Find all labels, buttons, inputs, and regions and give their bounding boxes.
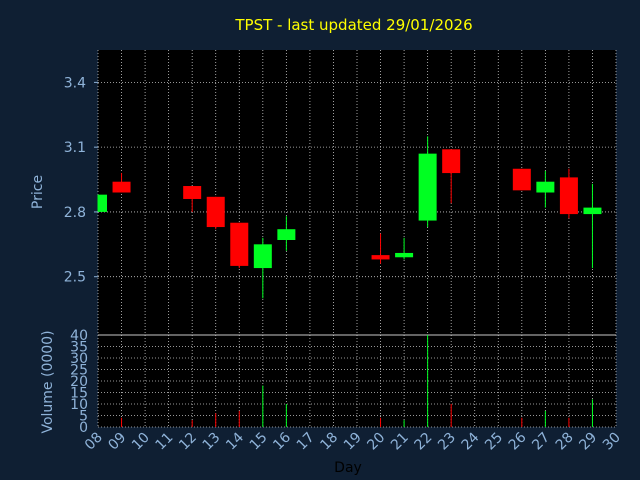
day-tick-label: 17	[294, 430, 318, 454]
day-tick-label: 15	[247, 430, 271, 454]
candlesticks	[97, 136, 602, 299]
day-tick-label: 29	[576, 430, 600, 454]
day-tick-label: 19	[341, 430, 365, 454]
candle-body	[442, 149, 461, 174]
day-tick-label: 10	[129, 430, 153, 454]
day-tick-label: 18	[317, 430, 341, 454]
day-tick-label: 25	[482, 430, 506, 454]
price-tick-label: 3.4	[64, 75, 86, 91]
candle-body	[112, 181, 131, 193]
day-axis-ticks: 08 09 10 11 12 13 14 15 16 17 18 19 20 21 22 23 24 25 26 27…	[82, 429, 624, 453]
day-tick-label: 14	[223, 429, 247, 453]
candle-body	[583, 207, 602, 215]
price-tick-label: 2.8	[64, 205, 86, 221]
day-tick-label: 16	[270, 429, 294, 453]
volume-tick-label: 0	[79, 420, 88, 436]
day-tick-label: 22	[412, 430, 436, 454]
volume-bars	[121, 335, 593, 427]
candle-body	[183, 186, 202, 199]
price-axis-ticks: 3.4 3.1 2.8 2.5	[64, 75, 98, 286]
candle-body	[230, 222, 249, 266]
volume-tick-label: 40	[70, 328, 88, 344]
candle-body	[98, 194, 107, 212]
day-tick-label: 21	[388, 430, 412, 454]
day-tick-label: 13	[200, 430, 224, 454]
volume-tick-label: 30	[70, 351, 88, 367]
volume-tick-label: 35	[70, 340, 88, 356]
day-tick-label: 27	[529, 430, 553, 454]
candle-body	[395, 252, 414, 258]
candle-body	[371, 255, 390, 260]
day-axis-label: Day	[334, 460, 362, 476]
price-axis-label: Price	[30, 175, 46, 209]
day-tick-label: 26	[506, 429, 530, 453]
candle-body	[536, 181, 555, 193]
day-tick-label: 23	[435, 430, 459, 454]
day-tick-label: 30	[600, 430, 624, 454]
day-tick-label: 11	[153, 430, 177, 454]
day-tick-label: 09	[105, 430, 129, 454]
candle-body	[418, 153, 437, 221]
volume-axis-label: Volume (0000)	[40, 330, 56, 433]
day-tick-label: 24	[459, 429, 483, 453]
price-tick-label: 3.1	[64, 140, 86, 156]
candle-body	[277, 229, 296, 240]
day-tick-label: 20	[364, 430, 388, 454]
price-tick-label: 2.5	[64, 270, 86, 286]
volume-tick-label: 20	[70, 374, 88, 390]
candle-body	[559, 177, 578, 215]
day-tick-label: 12	[176, 430, 200, 454]
candle-body	[206, 196, 225, 228]
gridlines	[97, 50, 617, 428]
volume-tick-label: 5	[79, 409, 88, 425]
volume-tick-label: 15	[70, 386, 88, 402]
chart-title: TPST - last updated 29/01/2026	[234, 16, 472, 34]
volume-tick-label: 10	[70, 397, 88, 413]
candle-body	[512, 168, 531, 191]
candle-body	[253, 244, 272, 269]
volume-tick-label: 25	[70, 363, 88, 379]
day-tick-label: 28	[553, 430, 577, 454]
